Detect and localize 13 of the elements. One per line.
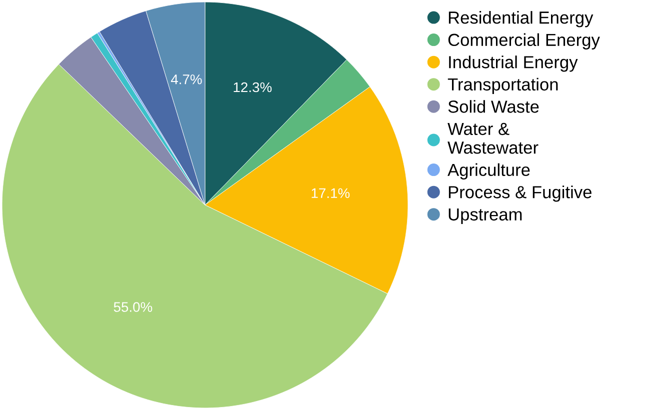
legend-label: Upstream <box>448 208 522 224</box>
legend-label: Residential Energy <box>448 11 594 28</box>
legend-label: Solid Waste <box>448 100 539 113</box>
legend-label: Transportation <box>448 78 558 94</box>
legend-label: Agriculture <box>448 163 530 180</box>
legend-label: Commercial Energy <box>448 33 600 50</box>
legend-label: Industrial Energy <box>449 56 578 72</box>
legend-label: Water & Wastewater <box>448 122 538 154</box>
data-label: 12.3% <box>234 82 272 92</box>
data-label: 17.1% <box>312 188 350 198</box>
data-label: 55.0% <box>114 302 152 312</box>
data-label: 4.7% <box>170 74 202 84</box>
legend-label: Process & Fugitive <box>448 186 592 202</box>
